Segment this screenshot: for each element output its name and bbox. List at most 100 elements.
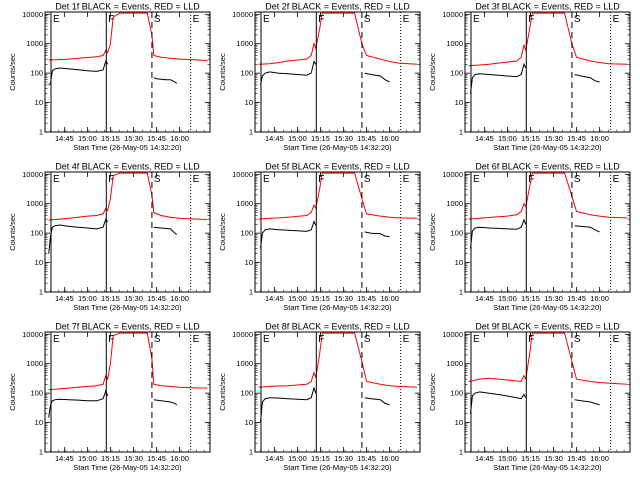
marker-label: S bbox=[154, 334, 161, 345]
x-axis-label: Start Time (26-May-05 14:32:20) bbox=[493, 143, 602, 152]
marker-label: F bbox=[108, 174, 114, 185]
x-tick-label: 15:30 bbox=[124, 454, 143, 463]
y-tick-label: 100 bbox=[30, 229, 43, 238]
marker-label: E bbox=[403, 334, 410, 345]
y-axis-label: Counts/sec bbox=[8, 213, 17, 251]
y-tick-label: 10000 bbox=[442, 330, 463, 339]
y-tick-label: 100 bbox=[240, 389, 253, 398]
x-tick-label: 15:00 bbox=[498, 294, 517, 303]
y-tick-label: 10000 bbox=[442, 10, 463, 19]
y-tick-label: 10000 bbox=[22, 330, 43, 339]
x-tick-label: 16:00 bbox=[170, 454, 189, 463]
marker-label: F bbox=[528, 334, 534, 345]
y-tick-label: 10 bbox=[455, 258, 463, 267]
x-tick-label: 14:45 bbox=[265, 454, 284, 463]
x-tick-label: 16:00 bbox=[380, 134, 399, 143]
marker-label: F bbox=[528, 14, 534, 25]
series-events-line bbox=[260, 220, 390, 249]
series-lld-line bbox=[468, 12, 628, 67]
y-tick-label: 1000 bbox=[26, 39, 43, 48]
series-events-line bbox=[470, 62, 600, 94]
marker-label: F bbox=[318, 334, 324, 345]
marker-label: F bbox=[528, 174, 534, 185]
marker-label: E bbox=[53, 14, 60, 25]
y-tick-label: 1 bbox=[459, 128, 463, 137]
x-axis-label: Start Time (26-May-05 14:32:20) bbox=[493, 303, 602, 312]
x-tick-label: 15:00 bbox=[498, 454, 517, 463]
x-tick-label: 14:45 bbox=[265, 134, 284, 143]
marker-label: E bbox=[613, 174, 620, 185]
x-tick-label: 15:45 bbox=[567, 454, 586, 463]
y-tick-label: 1 bbox=[39, 448, 43, 457]
marker-label: S bbox=[574, 174, 581, 185]
y-tick-label: 100 bbox=[240, 229, 253, 238]
y-tick-label: 10 bbox=[455, 98, 463, 107]
marker-label: S bbox=[154, 14, 161, 25]
x-tick-label: 14:45 bbox=[55, 134, 74, 143]
x-tick-label: 15:00 bbox=[288, 134, 307, 143]
y-tick-label: 100 bbox=[30, 389, 43, 398]
series-events-line bbox=[48, 389, 178, 418]
x-axis-label: Start Time (26-May-05 14:32:20) bbox=[283, 143, 392, 152]
y-tick-label: 1000 bbox=[446, 199, 463, 208]
series-events-line bbox=[260, 386, 390, 423]
marker-label: E bbox=[403, 174, 410, 185]
plot-frame bbox=[464, 171, 631, 293]
series-events-line bbox=[470, 391, 600, 414]
series-events-line bbox=[48, 59, 178, 86]
x-tick-label: 14:45 bbox=[475, 134, 494, 143]
marker-label: E bbox=[403, 14, 410, 25]
y-tick-label: 1 bbox=[249, 288, 253, 297]
y-tick-label: 1 bbox=[249, 128, 253, 137]
y-tick-label: 1000 bbox=[236, 39, 253, 48]
series-lld-line bbox=[48, 172, 208, 221]
x-tick-label: 15:00 bbox=[78, 454, 97, 463]
plot-frame bbox=[254, 331, 421, 453]
chart-panel-8: Det 8f BLACK = Events, RED = LLD 1 10 100 10… bbox=[218, 322, 421, 472]
marker-label: E bbox=[473, 174, 480, 185]
y-tick-label: 10 bbox=[35, 418, 43, 427]
y-axis-label: Counts/sec bbox=[428, 213, 437, 251]
marker-label: E bbox=[193, 174, 200, 185]
x-tick-label: 14:45 bbox=[265, 294, 284, 303]
x-tick-label: 15:15 bbox=[521, 454, 540, 463]
x-tick-label: 15:00 bbox=[78, 134, 97, 143]
x-tick-label: 15:30 bbox=[124, 134, 143, 143]
chart-title: Det 2f BLACK = Events, RED = LLD bbox=[265, 2, 410, 12]
chart-panel-5: Det 5f BLACK = Events, RED = LLD 1 10 100 10… bbox=[218, 162, 421, 312]
x-axis-label: Start Time (26-May-05 14:32:20) bbox=[73, 463, 182, 472]
marker-label: S bbox=[364, 14, 371, 25]
x-tick-label: 15:15 bbox=[311, 294, 330, 303]
marker-label: S bbox=[574, 14, 581, 25]
marker-label: S bbox=[364, 174, 371, 185]
series-lld-line bbox=[258, 332, 418, 388]
x-tick-label: 15:30 bbox=[334, 134, 353, 143]
x-tick-label: 15:00 bbox=[288, 294, 307, 303]
x-tick-label: 15:45 bbox=[147, 454, 166, 463]
y-tick-label: 1000 bbox=[236, 199, 253, 208]
marker-label: E bbox=[263, 334, 270, 345]
series-events-line bbox=[470, 218, 600, 249]
y-tick-label: 10 bbox=[245, 418, 253, 427]
plot-frame bbox=[44, 331, 211, 453]
x-tick-label: 15:45 bbox=[357, 134, 376, 143]
y-tick-label: 10 bbox=[35, 258, 43, 267]
y-tick-label: 10000 bbox=[22, 10, 43, 19]
y-tick-label: 1000 bbox=[26, 199, 43, 208]
chart-panel-9: Det 9f BLACK = Events, RED = LLD 1 10 100 10… bbox=[428, 322, 631, 472]
y-tick-label: 10000 bbox=[232, 330, 253, 339]
marker-label: S bbox=[154, 174, 161, 185]
marker-label: E bbox=[613, 334, 620, 345]
x-tick-label: 15:00 bbox=[288, 454, 307, 463]
x-tick-label: 16:00 bbox=[590, 454, 609, 463]
x-tick-label: 15:30 bbox=[334, 294, 353, 303]
y-axis-label: Counts/sec bbox=[428, 373, 437, 411]
marker-label: E bbox=[53, 334, 60, 345]
marker-label: S bbox=[364, 334, 371, 345]
chart-title: Det 8f BLACK = Events, RED = LLD bbox=[265, 322, 410, 332]
marker-label: E bbox=[263, 14, 270, 25]
x-tick-label: 16:00 bbox=[170, 294, 189, 303]
y-tick-label: 10 bbox=[245, 258, 253, 267]
chart-panel-6: Det 6f BLACK = Events, RED = LLD 1 10 100 10… bbox=[428, 162, 631, 312]
